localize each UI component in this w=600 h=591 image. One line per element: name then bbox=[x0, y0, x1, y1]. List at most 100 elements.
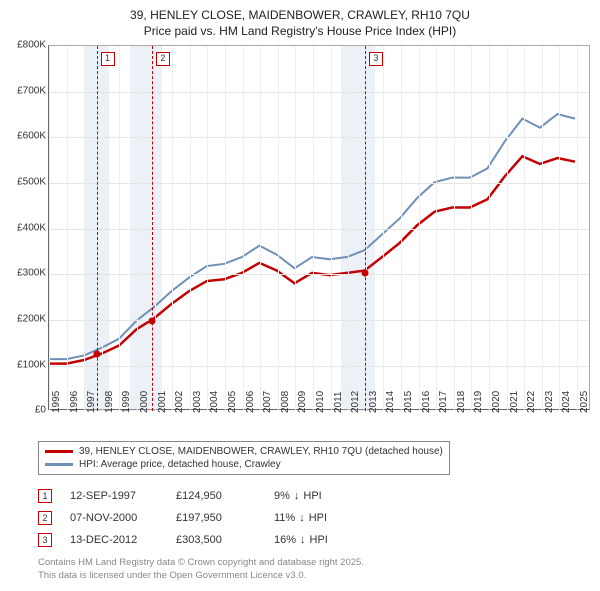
line-layer bbox=[49, 46, 589, 409]
gridline bbox=[49, 274, 589, 275]
sale-point bbox=[148, 317, 155, 324]
x-gridline bbox=[260, 46, 261, 411]
x-gridline bbox=[524, 46, 525, 411]
x-tick-label: 2010 bbox=[315, 391, 326, 413]
x-tick-label: 2007 bbox=[262, 391, 273, 413]
x-tick-label: 2004 bbox=[209, 391, 220, 413]
sale-marker-box: 3 bbox=[38, 533, 52, 547]
gridline bbox=[49, 183, 589, 184]
x-gridline bbox=[331, 46, 332, 411]
y-tick-label: £600K bbox=[17, 131, 46, 142]
sale-row: 207-NOV-2000£197,95011% ↓ HPI bbox=[38, 507, 590, 529]
x-gridline bbox=[436, 46, 437, 411]
x-gridline bbox=[313, 46, 314, 411]
x-gridline bbox=[454, 46, 455, 411]
x-gridline bbox=[278, 46, 279, 411]
marker-label: 2 bbox=[156, 52, 170, 66]
x-tick-label: 2011 bbox=[333, 392, 344, 414]
x-gridline bbox=[542, 46, 543, 411]
gridline bbox=[49, 366, 589, 367]
x-gridline bbox=[489, 46, 490, 411]
x-gridline bbox=[366, 46, 367, 411]
x-gridline bbox=[67, 46, 68, 411]
x-gridline bbox=[383, 46, 384, 411]
x-gridline bbox=[577, 46, 578, 411]
sale-price: £303,500 bbox=[176, 534, 256, 546]
sale-date: 13-DEC-2012 bbox=[70, 534, 158, 546]
x-gridline bbox=[419, 46, 420, 411]
x-tick-label: 1997 bbox=[86, 391, 97, 413]
x-tick-label: 2012 bbox=[350, 391, 361, 413]
y-tick-label: £400K bbox=[17, 222, 46, 233]
chart-title: 39, HENLEY CLOSE, MAIDENBOWER, CRAWLEY, … bbox=[10, 8, 590, 39]
sale-price: £124,950 bbox=[176, 490, 256, 502]
sale-row: 3 13-DEC-2012 £303,500 16% ↓ HPI bbox=[38, 529, 590, 551]
chart-area: £0£100K£200K£300K£400K£500K£600K£700K£80… bbox=[10, 45, 590, 435]
x-gridline bbox=[243, 46, 244, 411]
x-gridline bbox=[559, 46, 560, 411]
y-tick-label: £500K bbox=[17, 177, 46, 188]
sale-marker-box: 1 bbox=[38, 489, 52, 503]
x-gridline bbox=[155, 46, 156, 411]
marker-line bbox=[365, 46, 366, 411]
arrow-down-icon: ↓ bbox=[300, 534, 306, 546]
marker-label: 3 bbox=[369, 52, 383, 66]
x-tick-label: 2023 bbox=[544, 391, 555, 413]
legend-item: 39, HENLEY CLOSE, MAIDENBOWER, CRAWLEY, … bbox=[45, 445, 443, 458]
x-gridline bbox=[102, 46, 103, 411]
arrow-down-icon: ↓ bbox=[294, 490, 300, 502]
x-tick-label: 1995 bbox=[51, 391, 62, 413]
chart-container: 39, HENLEY CLOSE, MAIDENBOWER, CRAWLEY, … bbox=[0, 0, 600, 591]
title-line1: 39, HENLEY CLOSE, MAIDENBOWER, CRAWLEY, … bbox=[10, 8, 590, 24]
x-tick-label: 1996 bbox=[69, 391, 80, 413]
sale-diff: 11% ↓ HPI bbox=[274, 512, 327, 524]
x-tick-label: 2003 bbox=[192, 391, 203, 413]
x-tick-label: 2016 bbox=[421, 391, 432, 413]
sale-diff: 9% ↓ HPI bbox=[274, 490, 322, 502]
x-gridline bbox=[172, 46, 173, 411]
y-tick-label: £700K bbox=[17, 85, 46, 96]
x-tick-label: 2005 bbox=[227, 391, 238, 413]
legend-swatch bbox=[45, 463, 73, 466]
x-tick-label: 2002 bbox=[174, 391, 185, 413]
x-gridline bbox=[401, 46, 402, 411]
footer-line1: Contains HM Land Registry data © Crown c… bbox=[38, 557, 590, 570]
x-tick-label: 2017 bbox=[438, 391, 449, 413]
legend-item: HPI: Average price, detached house, Craw… bbox=[45, 458, 443, 471]
y-tick-label: £200K bbox=[17, 313, 46, 324]
x-tick-label: 2022 bbox=[526, 391, 537, 413]
x-gridline bbox=[119, 46, 120, 411]
y-tick-label: £0 bbox=[35, 405, 46, 416]
x-tick-label: 2014 bbox=[385, 391, 396, 413]
x-tick-label: 2008 bbox=[280, 391, 291, 413]
sale-diff: 16% ↓ HPI bbox=[274, 534, 328, 546]
legend-label: 39, HENLEY CLOSE, MAIDENBOWER, CRAWLEY, … bbox=[79, 446, 443, 457]
sale-point bbox=[361, 269, 368, 276]
x-tick-label: 2024 bbox=[561, 391, 572, 413]
legend-label: HPI: Average price, detached house, Craw… bbox=[79, 459, 281, 470]
x-gridline bbox=[471, 46, 472, 411]
x-gridline bbox=[190, 46, 191, 411]
x-gridline bbox=[225, 46, 226, 411]
sale-point bbox=[93, 351, 100, 358]
y-axis: £0£100K£200K£300K£400K£500K£600K£700K£80… bbox=[10, 45, 48, 410]
title-line2: Price paid vs. HM Land Registry's House … bbox=[10, 24, 590, 40]
y-tick-label: £300K bbox=[17, 268, 46, 279]
x-tick-label: 1999 bbox=[121, 391, 132, 413]
x-gridline bbox=[84, 46, 85, 411]
arrow-down-icon: ↓ bbox=[299, 512, 305, 524]
sale-date: 12-SEP-1997 bbox=[70, 490, 158, 502]
x-tick-label: 2013 bbox=[368, 391, 379, 413]
y-tick-label: £800K bbox=[17, 40, 46, 51]
x-gridline bbox=[207, 46, 208, 411]
legend-swatch bbox=[45, 450, 73, 453]
x-tick-label: 2009 bbox=[297, 391, 308, 413]
marker-line bbox=[152, 46, 153, 411]
gridline bbox=[49, 137, 589, 138]
sale-price: £197,950 bbox=[176, 512, 256, 524]
sales-table: 112-SEP-1997£124,9509% ↓ HPI207-NOV-2000… bbox=[38, 485, 590, 551]
x-gridline bbox=[49, 46, 50, 411]
plot-area: 123 bbox=[48, 45, 590, 410]
x-gridline bbox=[295, 46, 296, 411]
x-axis: 1995199619971998199920002001200220032004… bbox=[48, 410, 590, 435]
